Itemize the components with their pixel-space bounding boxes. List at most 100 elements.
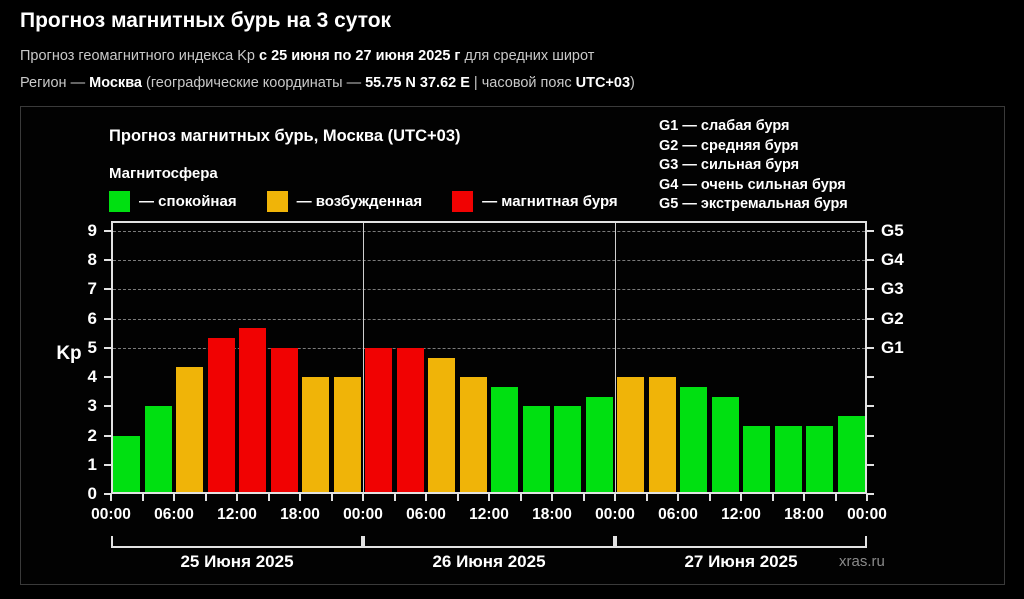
x-tick	[866, 494, 868, 501]
g-tick-label: G2	[881, 308, 904, 328]
chart-panel: Прогноз магнитных бурь, Москва (UTC+03) …	[20, 106, 1005, 585]
y-tick-label: 5	[87, 337, 97, 357]
y-tick-label: 1	[87, 454, 97, 474]
g-tick	[867, 288, 874, 291]
timezone-value: UTC+03	[575, 75, 631, 91]
x-tick	[110, 494, 112, 501]
x-tick	[330, 494, 333, 501]
bar	[617, 377, 645, 492]
x-tick	[551, 494, 553, 501]
g-tick-label: G3	[881, 279, 904, 299]
day-bracket	[111, 536, 363, 548]
legend-label-quiet: — спокойная	[139, 193, 237, 210]
bar	[396, 347, 424, 492]
grid-line	[113, 289, 865, 291]
g-tick-label: G4	[881, 250, 904, 270]
y-tick-label: 8	[87, 250, 97, 270]
storm-swatch-icon	[452, 191, 474, 212]
x-tick-label: 06:00	[658, 506, 698, 523]
g-tick	[867, 405, 874, 408]
grid-line	[113, 347, 865, 349]
x-tick	[740, 494, 742, 501]
g-tick-label: G5	[881, 221, 904, 240]
g-tick	[867, 317, 874, 320]
legend-label-excited: — возбужденная	[296, 193, 423, 210]
subtitle-dates: с 25 июня по 27 июня 2025 г	[258, 48, 461, 64]
quiet-swatch-icon	[109, 191, 130, 212]
bar	[743, 425, 771, 492]
grid-line	[113, 231, 865, 232]
g3-legend-line: G3 — сильная буря	[659, 157, 800, 173]
region-name: Москва	[89, 75, 142, 91]
x-tick-label: 12:00	[721, 506, 761, 523]
y-tick-label: 4	[87, 367, 97, 387]
chart-title: Прогноз магнитных бурь, Москва (UTC+03)	[109, 127, 461, 145]
bar	[648, 377, 676, 492]
g4-legend-line: G4 — очень сильная буря	[659, 176, 846, 193]
bar	[239, 328, 267, 492]
coords-label: (географические координаты —	[141, 75, 366, 91]
day-label: 25 Июня 2025	[180, 552, 294, 571]
g-tick	[867, 346, 874, 349]
x-tick	[173, 494, 175, 501]
bar	[837, 415, 865, 492]
x-tick	[236, 494, 238, 501]
bar	[302, 377, 330, 492]
y-tick	[104, 317, 111, 320]
x-tick-label: 12:00	[217, 506, 257, 523]
x-tick-label: 00:00	[343, 506, 383, 523]
g-tick	[867, 463, 874, 466]
y-tick	[104, 288, 111, 291]
g-tick-label: G1	[881, 337, 904, 357]
y-tick	[104, 346, 111, 349]
x-tick	[771, 494, 774, 501]
day-separator	[615, 221, 616, 494]
g-tick	[867, 259, 874, 262]
g5-legend-line: G5 — экстремальная буря	[659, 196, 848, 212]
y-tick	[104, 405, 111, 408]
x-tick	[362, 494, 364, 501]
x-tick	[803, 494, 805, 501]
excited-swatch-icon	[266, 191, 288, 212]
subtitle-line-2: Регион — Москва (географические координа…	[20, 75, 635, 91]
g-tick	[867, 376, 874, 379]
y-tick-label: 2	[87, 425, 97, 445]
y-tick-label: 3	[87, 396, 97, 416]
legend-item-quiet: — спокойная	[109, 191, 237, 212]
grid-line	[113, 318, 865, 320]
g-scale-legend: G1 — слабая буря G2 — средняя буря G3 — …	[659, 117, 848, 215]
g1-legend-line: G1 — слабая буря	[659, 118, 790, 134]
bar	[522, 406, 550, 492]
x-tick	[425, 494, 427, 501]
bar	[554, 406, 582, 492]
g-tick	[867, 493, 874, 495]
subtitle-text: Прогноз геомагнитного индекса Kp	[20, 48, 259, 64]
y-tick	[104, 463, 111, 466]
x-tick	[141, 494, 144, 501]
x-tick	[204, 494, 207, 501]
bar	[176, 367, 204, 492]
x-tick-label: 06:00	[154, 506, 194, 523]
g2-legend-line: G2 — средняя буря	[659, 137, 799, 154]
x-tick	[456, 494, 459, 501]
y-tick	[104, 376, 111, 379]
x-tick	[614, 494, 616, 501]
paren-close: )	[630, 75, 635, 91]
y-tick-label: 9	[87, 221, 97, 240]
subtitle-text: для средних широт	[460, 48, 595, 64]
x-tick-label: 18:00	[280, 506, 320, 523]
watermark: xras.ru	[839, 553, 885, 570]
x-tick	[267, 494, 270, 501]
x-tick	[708, 494, 711, 501]
bar	[711, 396, 739, 492]
x-tick	[834, 494, 837, 501]
day-label: 26 Июня 2025	[432, 552, 546, 571]
subtitle-line-1: Прогноз геомагнитного индекса Kp с 25 ию…	[20, 48, 594, 64]
y-axis-label: Kp	[56, 343, 82, 364]
x-tick	[488, 494, 490, 501]
grid-line	[113, 260, 865, 262]
bar	[774, 425, 802, 492]
y-tick	[104, 434, 111, 437]
x-tick	[677, 494, 679, 501]
bar	[270, 347, 298, 492]
